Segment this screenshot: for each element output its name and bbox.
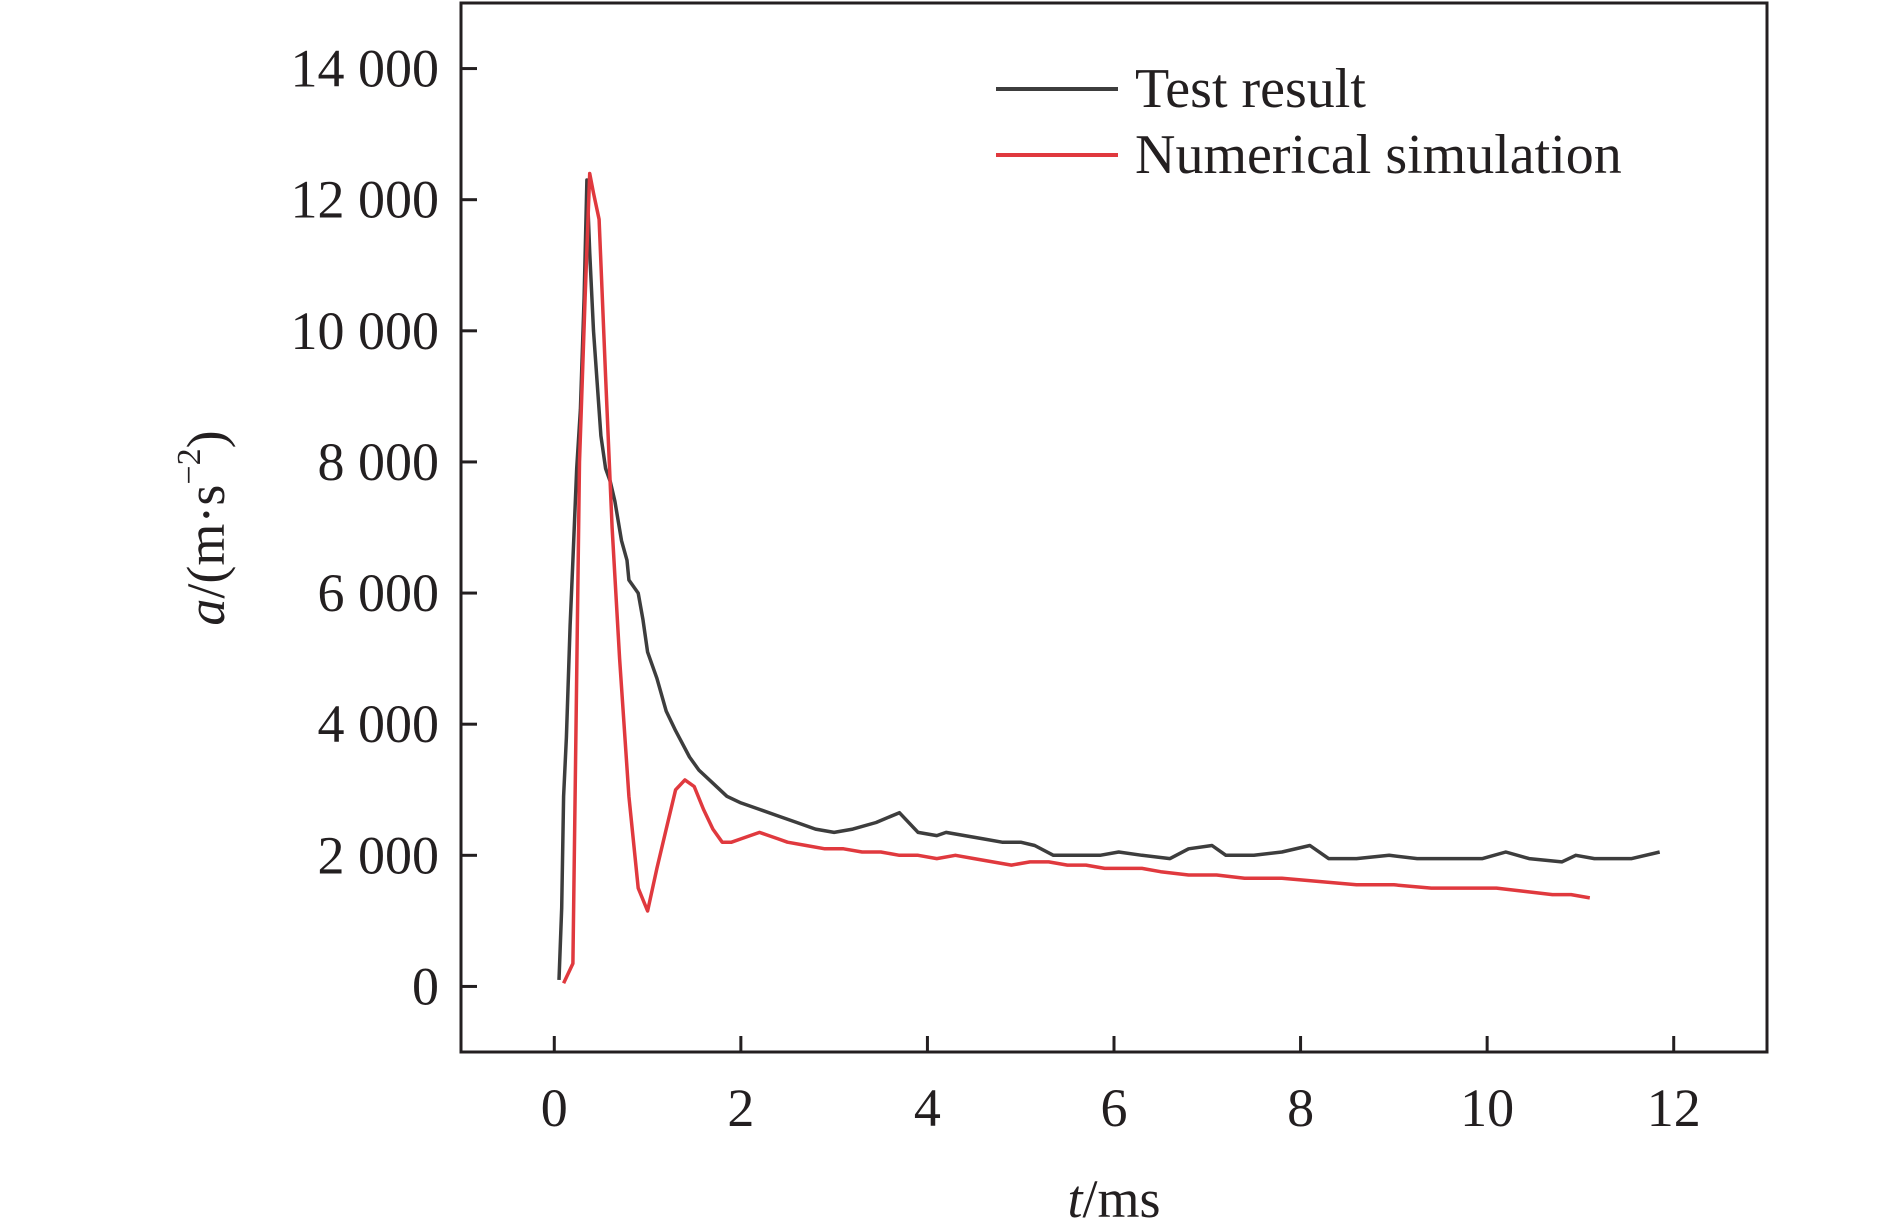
legend: Test result Numerical simulation [996,58,1622,186]
y-tick-label: 8 000 [318,432,440,492]
series-layer [557,171,1661,984]
y-axis-label-unit: /(m·s [176,485,236,599]
x-tick-label: 8 [1287,1078,1314,1138]
y-axis-label: a/(m·s−2) [171,430,236,625]
y-axis-label-symbol: a [176,599,236,626]
x-axis-label: t/ms [1067,1169,1160,1229]
y-axis-label-exponent: −2 [171,448,208,484]
x-axis-label-unit: /ms [1082,1169,1160,1229]
y-axis-label-close: ) [176,430,236,448]
y-tick-label: 2 000 [318,825,440,885]
x-tick-label: 2 [727,1078,754,1138]
series-line-numerical-simulation [562,171,1591,984]
y-tick-label: 12 000 [291,170,440,230]
legend-label-test-result: Test result [1135,58,1366,120]
x-tick-label: 0 [541,1078,568,1138]
y-tick-label: 0 [412,956,439,1016]
x-axis-label-symbol: t [1067,1169,1084,1229]
legend-label-numerical-simulation: Numerical simulation [1135,124,1622,186]
y-tick-label: 14 000 [291,39,440,99]
x-axis: 0 2 4 6 8 10 12 [541,1036,1701,1138]
y-tick-label: 10 000 [291,301,440,361]
series-line-test-result [557,178,1661,980]
x-tick-label: 10 [1460,1078,1514,1138]
y-tick-label: 4 000 [318,694,440,754]
x-tick-label: 4 [914,1078,941,1138]
x-tick-label: 6 [1101,1078,1128,1138]
x-tick-label: 12 [1647,1078,1701,1138]
y-tick-label: 6 000 [318,563,440,623]
y-axis: 0 2 000 4 000 6 000 8 000 10 000 12 000 14 000 [291,39,477,1016]
